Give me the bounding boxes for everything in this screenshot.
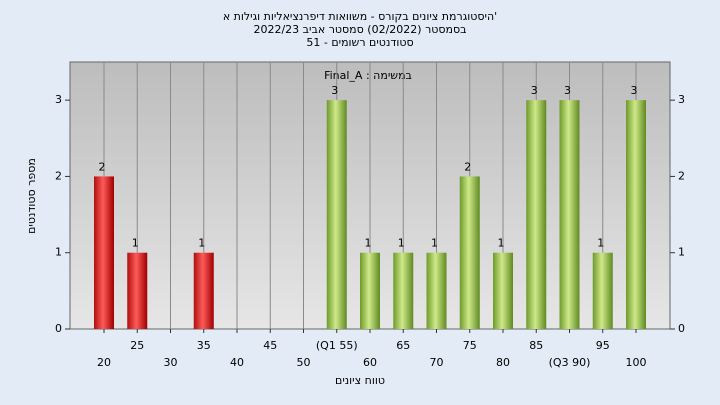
- value-label: 2: [99, 160, 106, 173]
- x-tick-label: 70: [430, 356, 444, 369]
- y-tick-label: 2: [55, 169, 62, 182]
- y2-tick-label: 0: [678, 322, 685, 335]
- bar: [626, 100, 646, 330]
- value-label: 3: [531, 84, 538, 97]
- chart-subtitle: בסמסטר (02/2022) סמסטר אביב 2022/23: [253, 23, 466, 36]
- x-tick-label: 80: [496, 356, 510, 369]
- value-label: 1: [132, 237, 139, 250]
- bar: [459, 176, 480, 329]
- x-tick-label: 65: [396, 339, 410, 352]
- y2-tick-label: 2: [678, 169, 685, 182]
- value-label: 1: [431, 237, 438, 250]
- y-axis-label: מספר סטודנטים: [25, 158, 38, 234]
- chart-subtitle: סטודנטים רשומים - 51: [306, 36, 413, 49]
- x-tick-label: 30: [164, 356, 178, 369]
- x-tick-label: 20: [97, 356, 111, 369]
- bar: [426, 252, 447, 329]
- x-tick-label: 40: [230, 356, 244, 369]
- x-tick-label: 50: [297, 356, 311, 369]
- y-tick-label: 1: [55, 246, 62, 259]
- bar: [360, 252, 380, 329]
- bar: [326, 100, 347, 330]
- chart-title: 'היסטוגרמת ציונים בקורס - משוואות דיפרנצ…: [223, 10, 497, 23]
- value-label: 3: [631, 84, 638, 97]
- bar: [94, 176, 114, 329]
- legend: Final_A : במשימה: [324, 69, 412, 82]
- value-label: 1: [597, 237, 604, 250]
- value-label: 3: [331, 84, 338, 97]
- bar: [526, 100, 547, 330]
- bar: [193, 252, 214, 329]
- bar: [493, 252, 513, 329]
- bar: [592, 252, 613, 329]
- x-tick-label: 45: [263, 339, 277, 352]
- x-tick-label: 85: [529, 339, 543, 352]
- value-label: 1: [398, 237, 405, 250]
- y2-tick-label: 3: [678, 93, 685, 106]
- bar: [559, 100, 580, 330]
- bar: [127, 252, 148, 329]
- x-tick-label: 25: [130, 339, 144, 352]
- x-tick-label: (Q1 55): [316, 339, 358, 352]
- x-tick-label: 100: [626, 356, 647, 369]
- value-label: 1: [365, 237, 372, 250]
- value-label: 2: [464, 160, 471, 173]
- x-tick-label: 60: [363, 356, 377, 369]
- value-label: 1: [498, 237, 505, 250]
- x-tick-label: 95: [596, 339, 610, 352]
- x-tick-label: (Q3 90): [549, 356, 591, 369]
- x-tick-label: 75: [463, 339, 477, 352]
- y-tick-label: 0: [55, 322, 62, 335]
- y2-tick-label: 1: [678, 246, 685, 259]
- value-label: 3: [564, 84, 571, 97]
- value-label: 1: [198, 237, 205, 250]
- y-tick-label: 3: [55, 93, 62, 106]
- x-axis-label: טווח ציונים: [335, 374, 385, 387]
- bar: [393, 252, 414, 329]
- x-tick-label: 35: [197, 339, 211, 352]
